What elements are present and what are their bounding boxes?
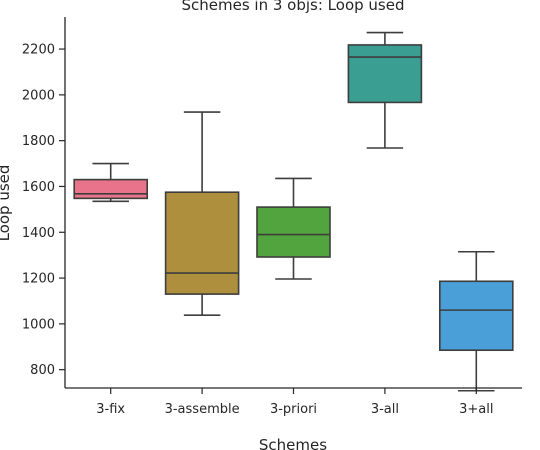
iqr-box [256,206,331,258]
y-tick-label: 1800 [22,134,55,149]
iqr-box [73,178,148,200]
x-tick-label: 3+all [459,402,493,417]
iqr-box [347,44,423,104]
box-3-assemble [164,111,240,316]
iqr-box [164,191,240,295]
y-tick-label: 800 [30,363,55,378]
boxes-layer [73,31,514,392]
box-3-fix [73,162,148,203]
x-ticks: 3-fix 3-assemble 3-priori 3-all 3+all [96,388,493,417]
y-tick-label: 1200 [22,272,55,287]
y-tick-label: 1400 [22,226,55,241]
y-tick-label: 2200 [22,43,55,58]
box-3-all [347,31,423,149]
y-ticks: 800 1000 1200 1400 1600 1800 2000 2200 [22,43,65,378]
y-tick-label: 1600 [22,180,55,195]
y-tick-label: 2000 [22,88,55,103]
iqr-box [438,280,514,352]
box-3+all [438,250,514,392]
y-tick-label: 1000 [22,317,55,332]
box-3-priori [256,177,331,280]
x-tick-label: 3-assemble [165,402,240,417]
x-tick-label: 3-priori [270,402,317,417]
x-tick-label: 3-all [371,402,399,417]
y-axis-title: Loop used [0,165,13,242]
x-axis-title: Schemes [259,436,327,450]
x-tick-label: 3-fix [96,402,125,417]
chart-title: Schemes in 3 objs: Loop used [182,0,405,14]
